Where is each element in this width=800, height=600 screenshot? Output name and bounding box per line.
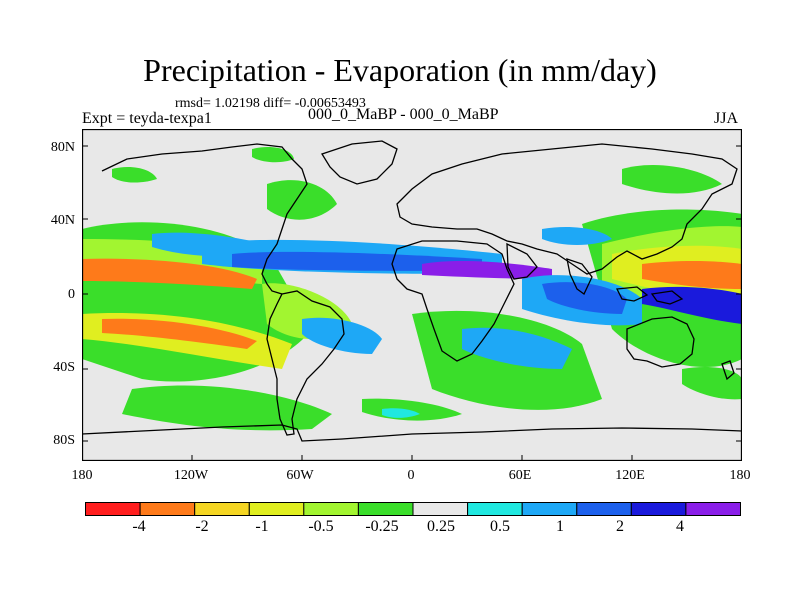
colorbar-label-neg0-25: -0.25	[365, 518, 399, 535]
y-label-40s: 40S	[53, 360, 75, 375]
colorbar-box-11	[685, 502, 741, 516]
experiment-label: Expt = teyda-texpa1	[82, 110, 212, 127]
colorbar	[85, 502, 741, 516]
colorbar-box-0	[85, 502, 141, 516]
stats-label: rmsd= 1.02198 diff= -0.00653493	[175, 96, 366, 111]
colorbar-box-3	[248, 502, 305, 516]
y-label-80s: 80S	[53, 433, 75, 448]
colorbar-box-1	[139, 502, 196, 516]
colorbar-label-neg1: -1	[255, 518, 269, 535]
y-label-equator: 0	[68, 287, 75, 302]
colorbar-box-7	[467, 502, 523, 516]
x-label-0: 0	[407, 468, 415, 483]
y-label-40n: 40N	[50, 213, 75, 228]
colorbar-label-neg0-5: -0.5	[308, 518, 334, 535]
pme-map	[82, 129, 742, 461]
colorbar-label-4: 4	[676, 518, 684, 535]
colorbar-box-9	[576, 502, 632, 516]
colorbar-box-8	[521, 502, 578, 516]
colorbar-box-5	[357, 502, 414, 516]
x-label-60w: 60W	[286, 468, 314, 483]
x-label-60e: 60E	[508, 468, 532, 483]
center-label: 000_0_MaBP - 000_0_MaBP	[308, 106, 499, 123]
colorbar-label-0-5: 0.5	[490, 518, 510, 535]
colorbar-box-6	[412, 502, 469, 516]
colorbar-label-0-25: 0.25	[427, 518, 455, 535]
plot-title: Precipitation - Evaporation (in mm/day)	[143, 52, 657, 88]
season-label: JJA	[714, 110, 739, 127]
axis-ticks	[82, 145, 742, 461]
colorbar-label-neg4: -4	[132, 518, 146, 535]
x-label-180w: 180	[71, 468, 93, 483]
y-label-80n: 80N	[50, 140, 75, 155]
continent-outlines	[82, 140, 742, 442]
x-label-120w: 120W	[173, 468, 209, 483]
colorbar-box-4	[303, 502, 359, 516]
colorbar-label-1: 1	[556, 518, 564, 535]
x-label-120e: 120E	[615, 468, 645, 483]
colorbar-label-neg2: -2	[195, 518, 209, 535]
colorbar-box-2	[194, 502, 250, 516]
colorbar-label-2: 2	[616, 518, 624, 535]
colorbar-box-10	[630, 502, 687, 516]
x-label-180e: 180	[729, 468, 751, 483]
